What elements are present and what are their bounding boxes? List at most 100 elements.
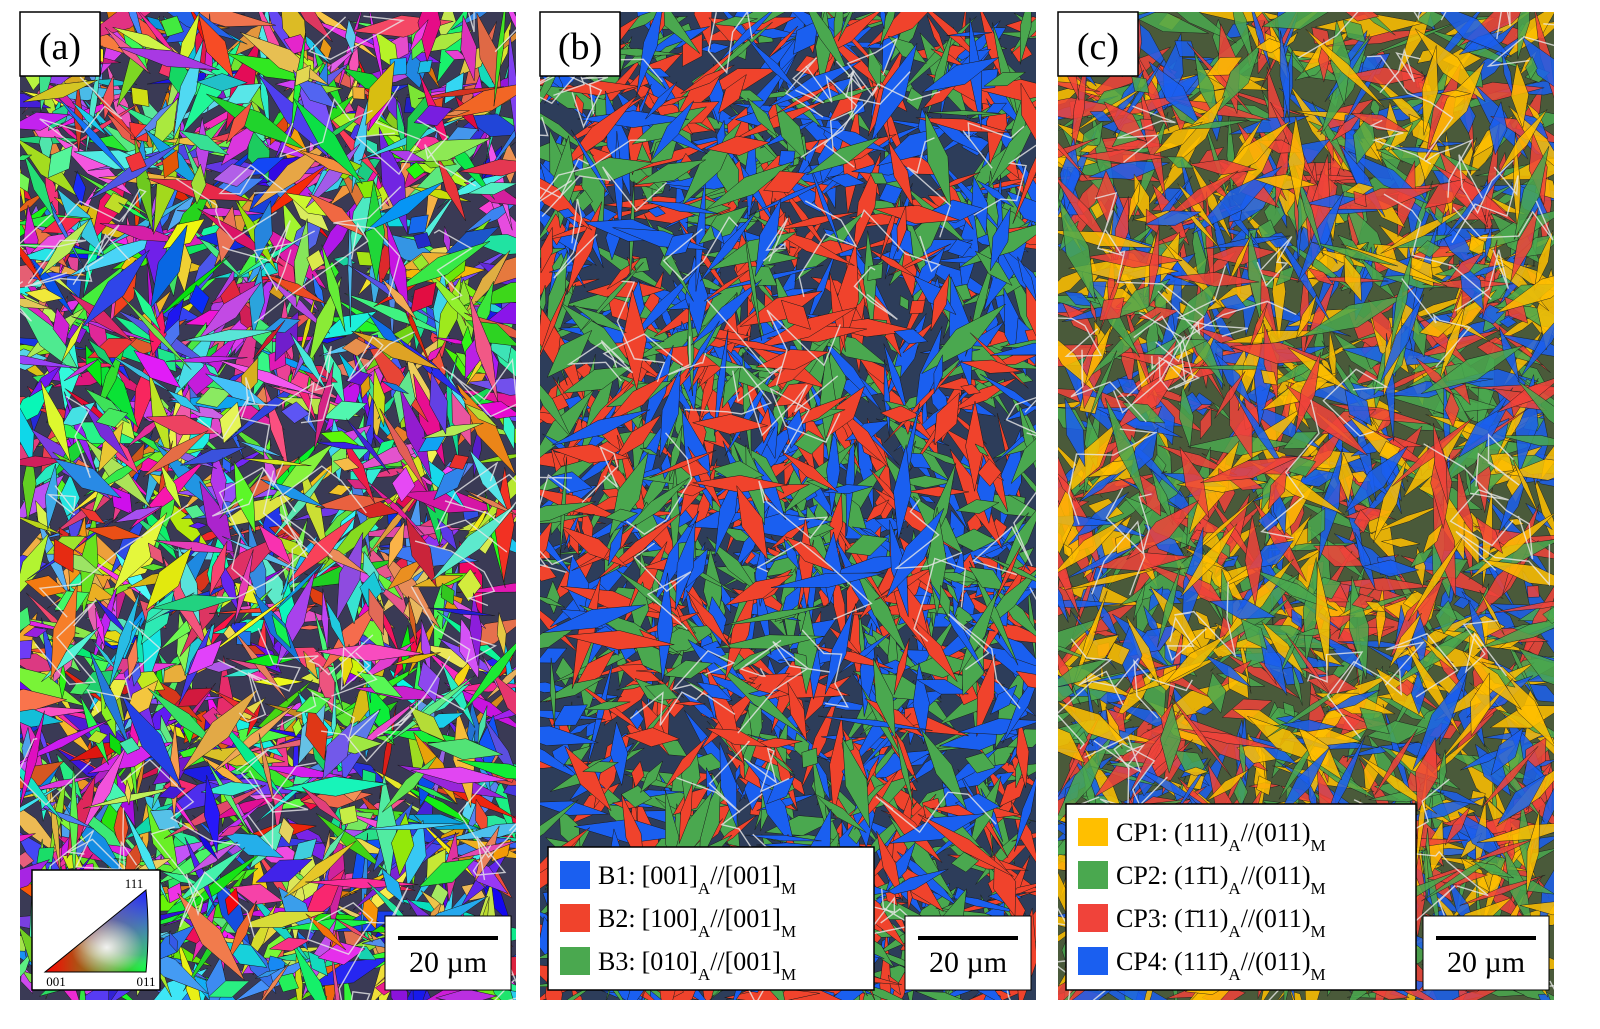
grain-boundary: [441, 357, 516, 418]
grain: [865, 756, 880, 786]
grain: [766, 776, 796, 805]
grain: [998, 774, 1028, 808]
grain: [295, 695, 332, 714]
grain: [1312, 544, 1366, 567]
grain-boundary: [798, 200, 858, 298]
grain: [444, 49, 468, 60]
grain-boundary: [433, 229, 473, 301]
grain-boundary: [706, 299, 783, 403]
grain: [89, 650, 132, 750]
grain-boundary: [393, 655, 466, 727]
grain-boundary: [785, 57, 825, 118]
grain-boundary: [276, 690, 380, 742]
grain: [182, 329, 276, 342]
grain-boundary: [46, 485, 76, 516]
grain: [915, 990, 964, 1000]
grain: [893, 444, 912, 541]
grain: [540, 725, 599, 746]
grain: [626, 268, 698, 346]
grain: [883, 343, 909, 415]
grain: [909, 299, 926, 315]
grain: [476, 707, 516, 725]
grain: [927, 506, 947, 616]
grain: [292, 97, 363, 185]
grain: [924, 111, 951, 208]
grain-boundary: [800, 65, 858, 159]
grain: [368, 587, 384, 636]
grain: [707, 21, 773, 80]
grain-boundary: [20, 738, 38, 771]
grain: [118, 202, 152, 223]
grain: [341, 337, 372, 357]
grain: [784, 536, 835, 573]
grain: [710, 225, 725, 245]
grain: [345, 18, 357, 56]
grain: [807, 160, 843, 252]
grain: [140, 563, 167, 571]
grain-boundary: [72, 224, 131, 285]
grain: [622, 289, 647, 390]
grain: [132, 286, 161, 331]
grain: [680, 64, 735, 94]
grain-boundary: [179, 871, 255, 938]
grain: [40, 380, 71, 463]
grain: [327, 484, 352, 496]
grain: [770, 572, 885, 588]
grain: [825, 385, 865, 439]
grain: [386, 221, 410, 319]
grain: [747, 39, 801, 95]
grain: [442, 110, 470, 116]
grain: [160, 15, 184, 37]
grain: [893, 328, 929, 345]
grain: [723, 605, 829, 626]
grain: [268, 937, 312, 952]
grain: [61, 318, 85, 363]
grain-boundary: [279, 97, 373, 158]
grain: [540, 799, 579, 837]
grain-boundary: [333, 185, 402, 298]
grain: [766, 25, 799, 60]
grain-boundary: [853, 266, 898, 320]
grain: [20, 154, 33, 161]
grain-boundary: [540, 116, 549, 137]
grain: [1020, 82, 1036, 141]
grain-boundary: [707, 12, 753, 75]
grain: [863, 230, 877, 334]
grain: [540, 596, 566, 608]
grain: [391, 466, 416, 503]
grain: [459, 617, 481, 680]
grain: [1174, 40, 1197, 57]
grain: [558, 95, 638, 172]
grain: [224, 887, 240, 916]
grain: [467, 182, 516, 195]
grain: [87, 339, 115, 368]
grain: [789, 774, 806, 796]
grain: [990, 684, 1018, 715]
grain: [879, 405, 921, 424]
grain: [1463, 521, 1480, 566]
grain: [387, 520, 405, 570]
grain: [204, 362, 220, 377]
grain: [252, 676, 304, 687]
grain: [321, 244, 346, 332]
grain: [20, 298, 52, 310]
grain: [822, 694, 846, 709]
grain: [629, 708, 645, 730]
grain-boundary: [279, 634, 374, 676]
grain: [867, 263, 883, 282]
grain: [345, 370, 373, 386]
grain: [47, 145, 73, 179]
grain: [872, 657, 896, 740]
grain-boundary: [835, 60, 911, 105]
grain: [1409, 547, 1434, 568]
grain: [39, 219, 90, 277]
grain-boundary: [347, 331, 415, 382]
grain: [745, 834, 822, 842]
grain: [664, 232, 695, 257]
grain: [933, 354, 943, 394]
grain: [209, 540, 228, 597]
grain: [965, 401, 985, 492]
grain: [82, 403, 129, 462]
grain: [635, 159, 706, 185]
